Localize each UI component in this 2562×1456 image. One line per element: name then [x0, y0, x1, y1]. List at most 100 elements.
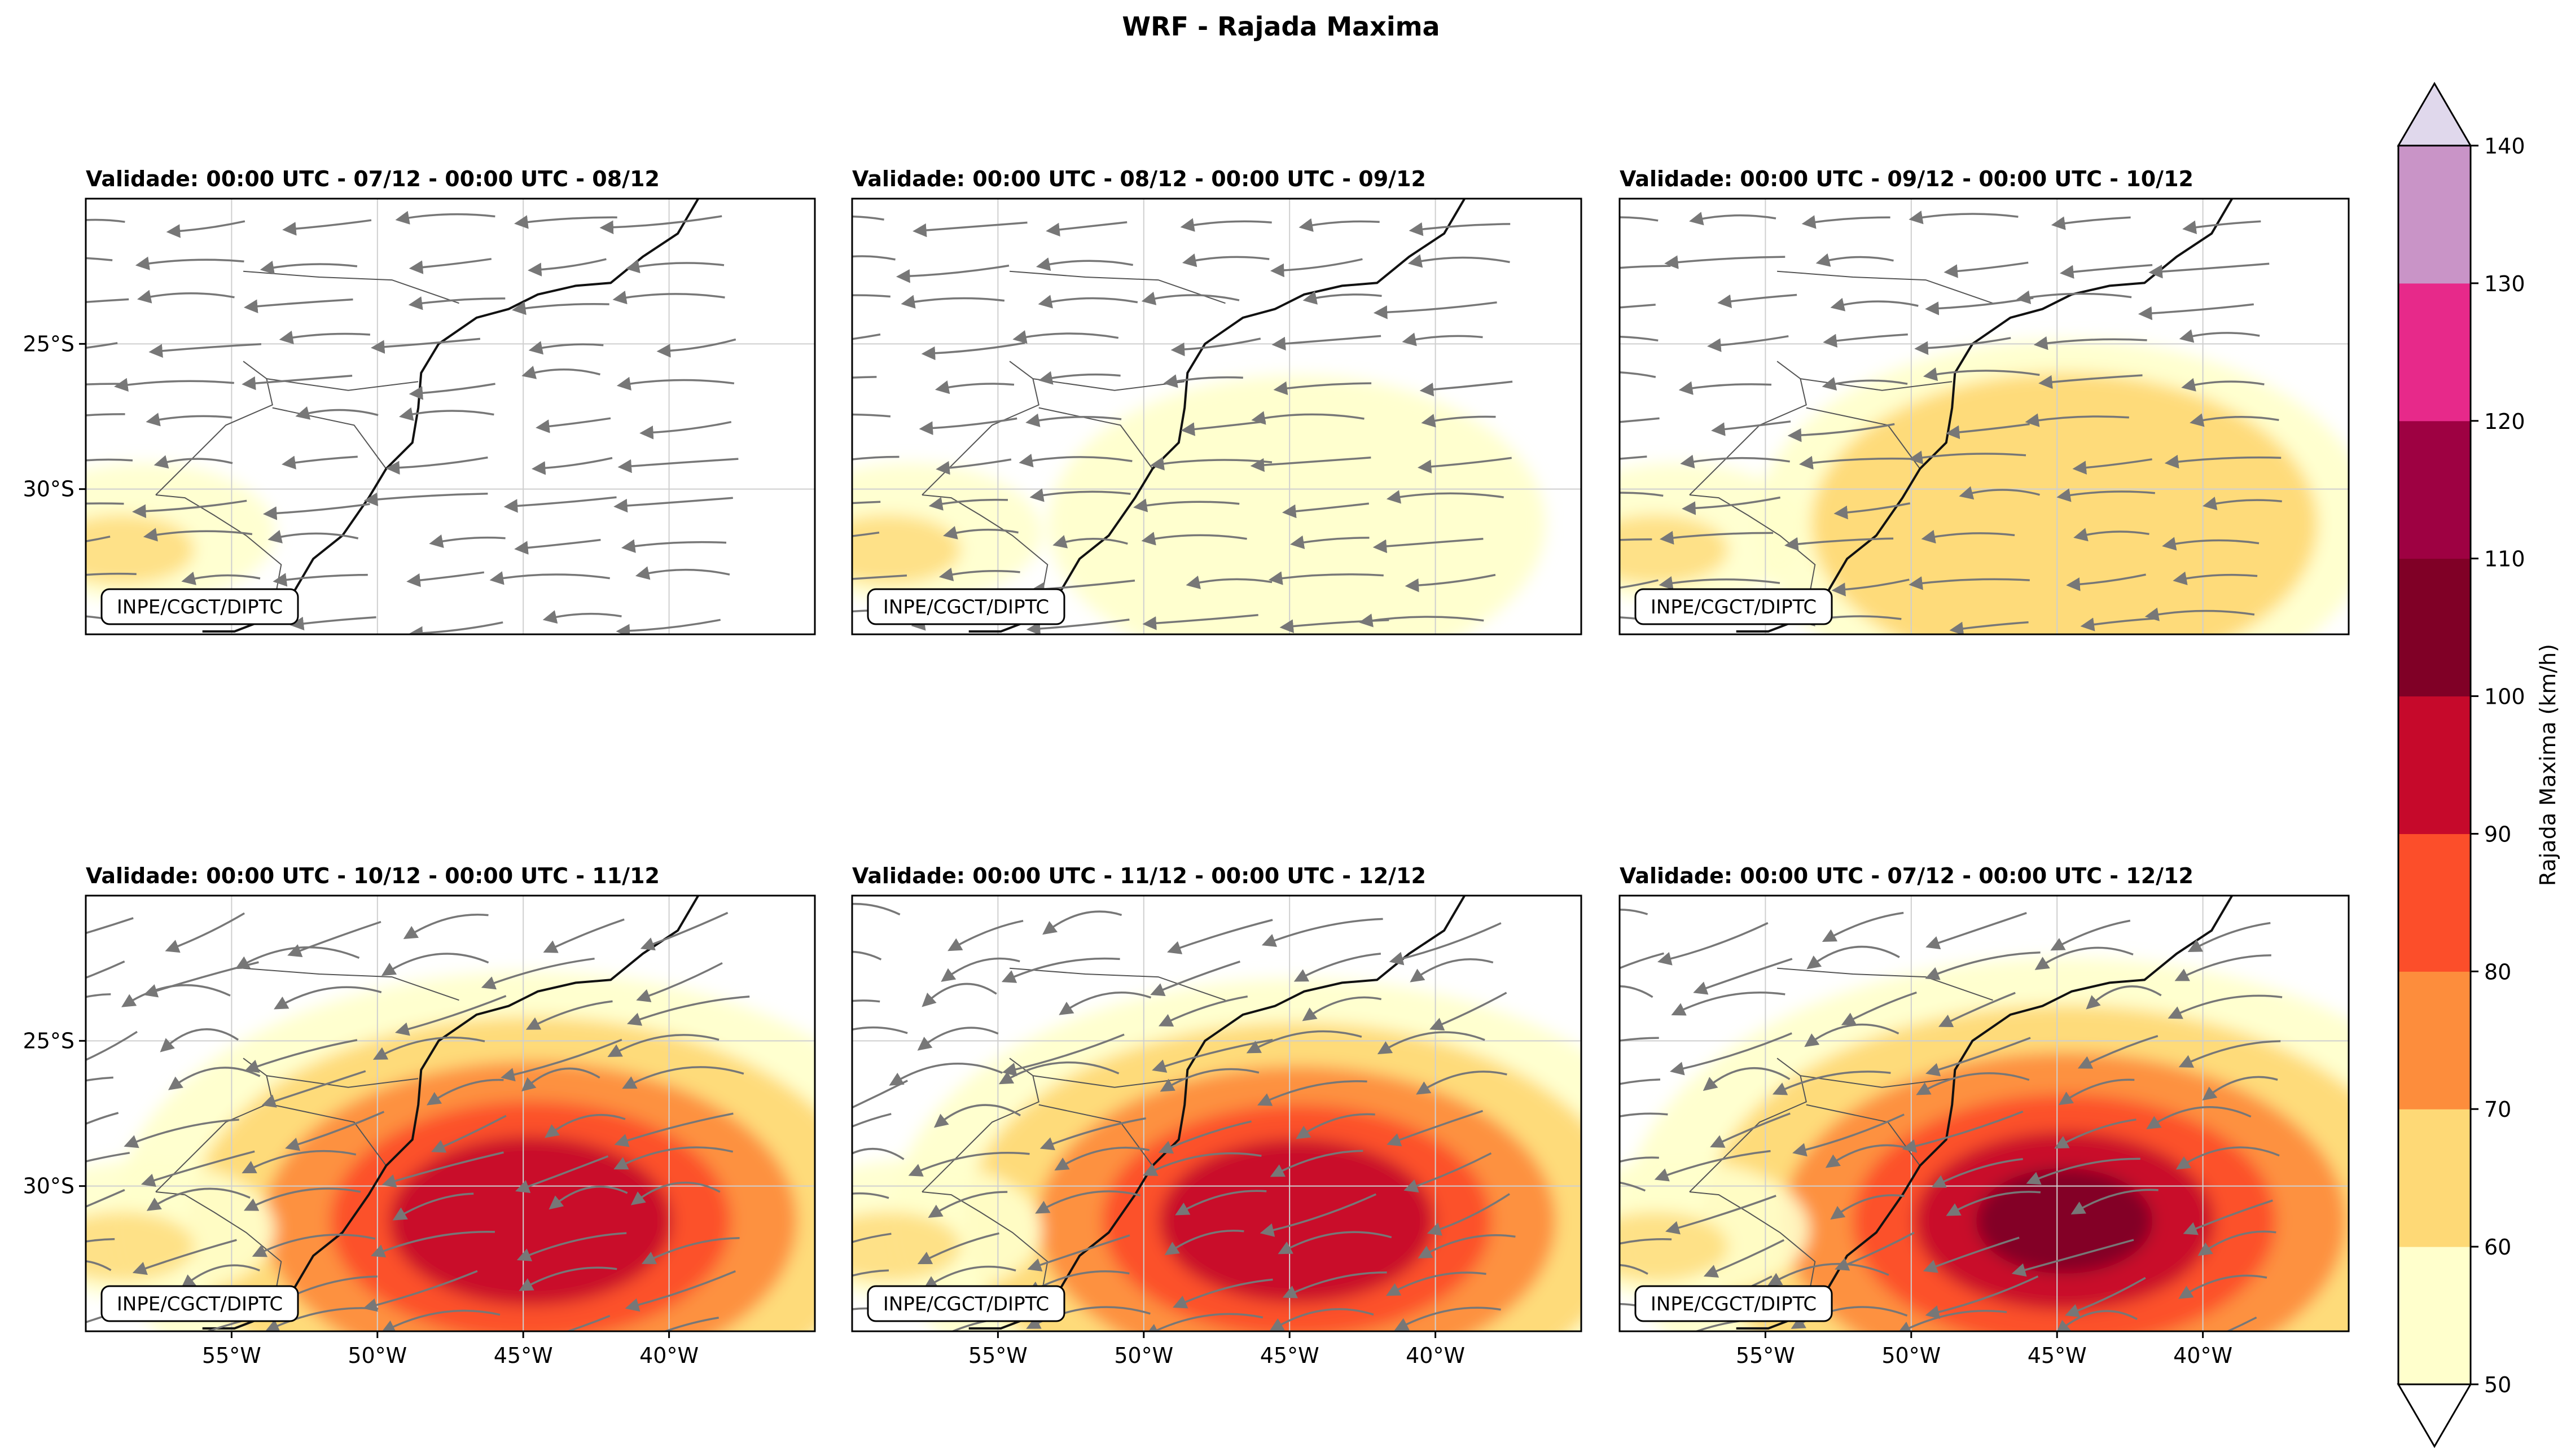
credit-box-frame: [867, 588, 1065, 625]
lon-tick-label: 55°W: [968, 1343, 1028, 1368]
streamline: [921, 341, 1025, 361]
streamline: [481, 957, 595, 990]
streamline: [86, 1076, 113, 1082]
colorbar-tick-label: 80: [2484, 959, 2511, 984]
streamline: [2138, 303, 2254, 321]
streamline: [381, 953, 489, 976]
streamline: [901, 295, 1005, 309]
streamline: [917, 1232, 999, 1265]
streamline: [1620, 1264, 1648, 1275]
credit-box: INPE/CGCT/DIPTC: [100, 1285, 299, 1322]
streamline: [1620, 1037, 1659, 1042]
streamline: [86, 961, 125, 979]
streamline: [1909, 450, 2026, 464]
credit-label: INPE/CGCT/DIPTC: [883, 1293, 1049, 1315]
streamline: [1170, 337, 1261, 357]
streamline: [1293, 953, 1381, 982]
panel-title: Validade: 00:00 UTC - 09/12 - 00:00 UTC …: [1620, 166, 2194, 191]
state-border: [155, 494, 282, 597]
streamline: [1180, 218, 1272, 232]
streamline: [2065, 1277, 2146, 1317]
streamline: [1909, 210, 2019, 225]
streamline: [181, 1264, 260, 1288]
streamline: [2162, 537, 2260, 551]
gust-field: [1620, 957, 2349, 1331]
streamline: [625, 1270, 736, 1312]
streamline: [1620, 455, 1647, 460]
streamline: [852, 1192, 889, 1199]
streamline: [1710, 1112, 1791, 1148]
streamline: [1039, 1117, 1147, 1151]
streamline: [852, 1026, 908, 1034]
streamline: [1158, 1120, 1252, 1154]
streamline: [2086, 985, 2162, 1010]
panel-title: Validade: 00:00 UTC - 11/12 - 00:00 UTC …: [852, 863, 1426, 888]
streamline: [1787, 423, 1895, 442]
map-panel: Validade: 00:00 UTC - 07/12 - 00:00 UTC …: [1618, 863, 2350, 1368]
streamline: [1925, 1275, 2039, 1319]
streamline: [1833, 502, 1911, 520]
streamline: [515, 1155, 609, 1193]
streamline: [1916, 1072, 2030, 1095]
streamline: [242, 375, 353, 391]
streamline: [1035, 1190, 1140, 1214]
streamline: [1182, 253, 1270, 267]
streamline: [1767, 1262, 1889, 1286]
figure-title: WRF - Rajada Maxima: [1122, 11, 1440, 42]
streamline: [252, 1234, 376, 1257]
streamline: [2181, 378, 2265, 392]
colorbar-extend-max: [2397, 82, 2472, 147]
streamline: [2182, 220, 2261, 234]
colorbar-tick-label: 70: [2484, 1097, 2511, 1122]
streamline: [998, 1061, 1120, 1085]
streamline: [282, 455, 358, 470]
colorbar-tick-label: 120: [2484, 409, 2525, 434]
map-panel: Validade: 00:00 UTC - 10/12 - 00:00 UTC …: [23, 863, 816, 1368]
streamline: [933, 1104, 1021, 1128]
map-content: [1620, 896, 2349, 1331]
coastline: [1736, 199, 2234, 633]
streamline: [613, 497, 733, 513]
credit-box-frame: [1634, 1285, 1833, 1322]
streamline: [285, 1111, 385, 1151]
streamline: [2146, 1106, 2252, 1130]
map-frame: [851, 894, 1582, 1332]
streamline: [2034, 946, 2134, 970]
state-border: [272, 1104, 387, 1166]
streamline: [923, 1265, 1016, 1290]
streamline: [630, 1182, 721, 1205]
streamline: [1278, 1231, 1392, 1255]
colorbar-segment: [2398, 696, 2471, 834]
state-border: [266, 1075, 419, 1088]
streamline: [1257, 1080, 1367, 1106]
state-border: [155, 1058, 273, 1192]
streamline: [1042, 910, 1122, 935]
colorbar-segment: [2398, 420, 2471, 559]
credit-label: INPE/CGCT/DIPTC: [1651, 596, 1817, 619]
streamline: [1418, 1234, 1516, 1258]
streamline: [640, 911, 729, 951]
streamline: [521, 366, 600, 379]
map-content: [86, 896, 815, 1331]
streamline: [1175, 1190, 1267, 1216]
streamline: [489, 571, 610, 585]
streamline: [1251, 411, 1365, 425]
state-border: [1010, 967, 1226, 1001]
streamline: [1143, 1152, 1262, 1176]
state-border: [922, 1191, 1049, 1294]
streamline: [514, 538, 601, 555]
streamline: [146, 1187, 251, 1211]
streamline: [1407, 254, 1510, 268]
map-content: [852, 896, 1581, 1331]
streamline: [612, 291, 725, 305]
streamline: [1657, 922, 1769, 966]
streamline: [1385, 1271, 1486, 1296]
streamline: [1150, 961, 1240, 996]
streamline: [1620, 538, 1652, 541]
gust-contour: [1976, 1168, 2153, 1274]
colorbar-segment: [2398, 834, 2471, 972]
lat-tick-label: 25°S: [23, 1028, 74, 1053]
streamline: [2072, 458, 2152, 475]
streamline: [1825, 1144, 1917, 1168]
